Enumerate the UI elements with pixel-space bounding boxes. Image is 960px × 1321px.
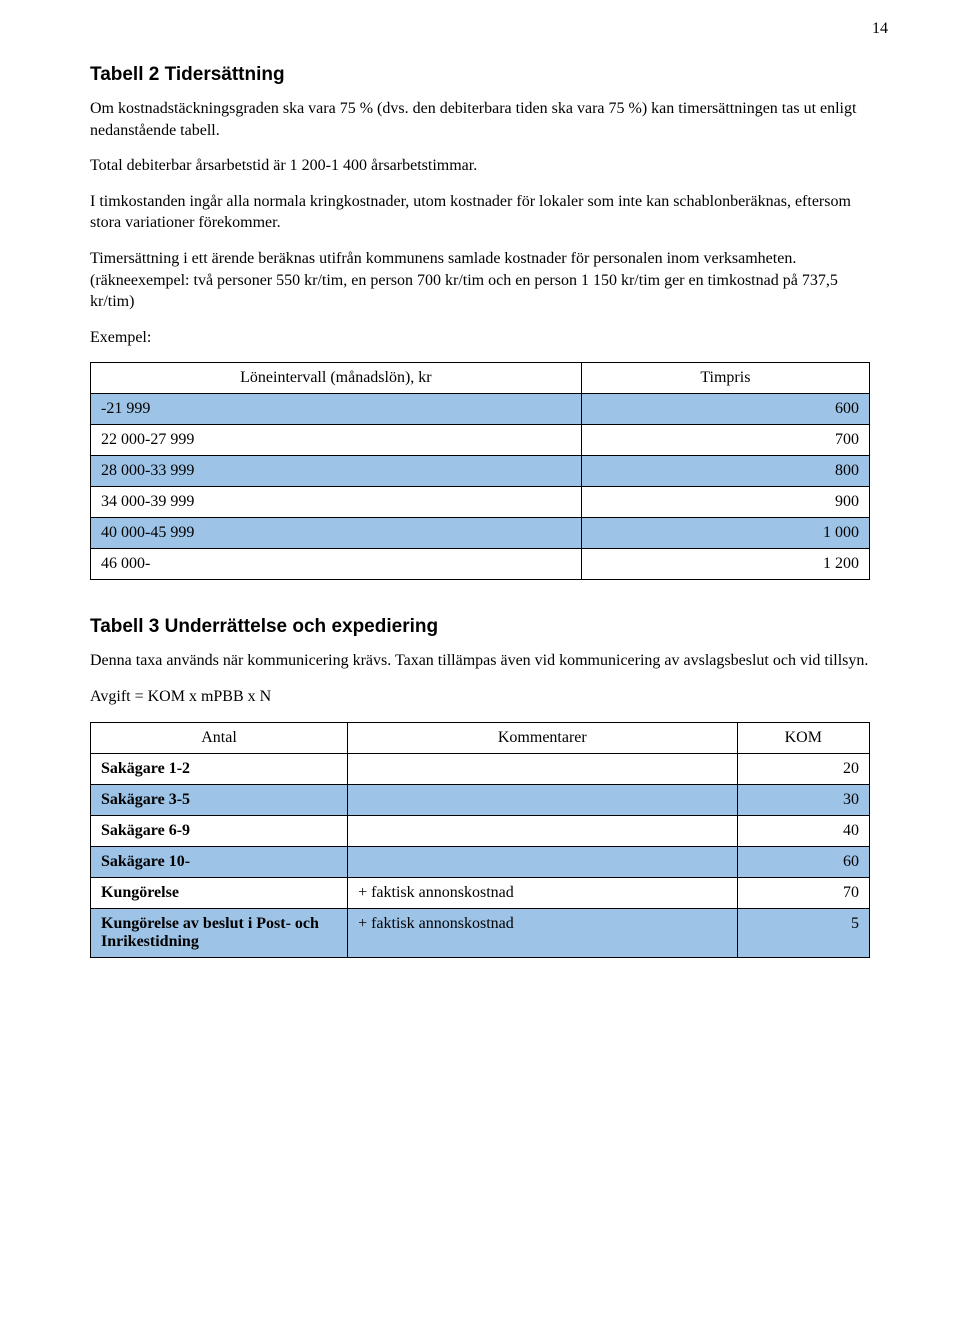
page: 14 Tabell 2 Tidersättning Om kostnadstäc… [0,0,960,1321]
section2-p1: Denna taxa används när kommunicering krä… [90,650,870,672]
table-row: -21 999600 [91,394,870,425]
cell-label: Kungörelse [91,877,348,908]
table-kom: Antal Kommentarer KOM Sakägare 1-220Sakä… [90,722,870,958]
cell-comment: + faktisk annonskostnad [348,908,738,957]
table-row: 22 000-27 999700 [91,425,870,456]
cell-comment [348,753,738,784]
cell-label: Sakägare 1-2 [91,753,348,784]
section1-title: Tabell 2 Tidersättning [90,64,870,86]
cell-label: Sakägare 10- [91,846,348,877]
cell-value: 1 200 [581,549,869,580]
cell-value: 900 [581,487,869,518]
page-number: 14 [872,20,888,38]
table-header-row: Antal Kommentarer KOM [91,722,870,753]
cell-value: 700 [581,425,869,456]
table-row: 34 000-39 999900 [91,487,870,518]
cell-label: 28 000-33 999 [91,456,582,487]
table-row: Sakägare 6-9 40 [91,815,870,846]
cell-comment [348,846,738,877]
cell-value: 60 [737,846,869,877]
section1-p3: I timkostanden ingår alla normala kringk… [90,191,870,234]
cell-value: 1 000 [581,518,869,549]
table-row: Sakägare 3-5 30 [91,784,870,815]
th-loneintervall: Löneintervall (månadslön), kr [91,363,582,394]
cell-label: -21 999 [91,394,582,425]
table-header-row: Löneintervall (månadslön), kr Timpris [91,363,870,394]
cell-label: 40 000-45 999 [91,518,582,549]
table-row: 28 000-33 999800 [91,456,870,487]
cell-value: 5 [737,908,869,957]
table-row: Kungörelse+ faktisk annonskostnad70 [91,877,870,908]
cell-label: 22 000-27 999 [91,425,582,456]
section1-p2: Total debiterbar årsarbetstid är 1 200-1… [90,155,870,177]
cell-value: 40 [737,815,869,846]
cell-label: Sakägare 6-9 [91,815,348,846]
cell-comment: + faktisk annonskostnad [348,877,738,908]
section1-p1: Om kostnadstäckningsgraden ska vara 75 %… [90,98,870,141]
table-row: 46 000-1 200 [91,549,870,580]
section2-p2: Avgift = KOM x mPBB x N [90,686,870,708]
cell-label: Kungörelse av beslut i Post- och Inrikes… [91,908,348,957]
cell-value: 800 [581,456,869,487]
cell-value: 30 [737,784,869,815]
th-kommentarer: Kommentarer [348,722,738,753]
cell-label: Sakägare 3-5 [91,784,348,815]
th-antal: Antal [91,722,348,753]
table-row: 40 000-45 9991 000 [91,518,870,549]
cell-comment [348,784,738,815]
table-row: Sakägare 10- 60 [91,846,870,877]
th-kom: KOM [737,722,869,753]
cell-label: 46 000- [91,549,582,580]
table-row: Sakägare 1-2 20 [91,753,870,784]
cell-value: 600 [581,394,869,425]
section1-p5: Exempel: [90,327,870,349]
th-timpris: Timpris [581,363,869,394]
table-row: Kungörelse av beslut i Post- och Inrikes… [91,908,870,957]
cell-value: 70 [737,877,869,908]
section1-p4: Timersättning i ett ärende beräknas utif… [90,248,870,313]
cell-label: 34 000-39 999 [91,487,582,518]
table-timpris: Löneintervall (månadslön), kr Timpris -2… [90,362,870,580]
cell-comment [348,815,738,846]
section2-title: Tabell 3 Underrättelse och expediering [90,616,870,638]
cell-value: 20 [737,753,869,784]
